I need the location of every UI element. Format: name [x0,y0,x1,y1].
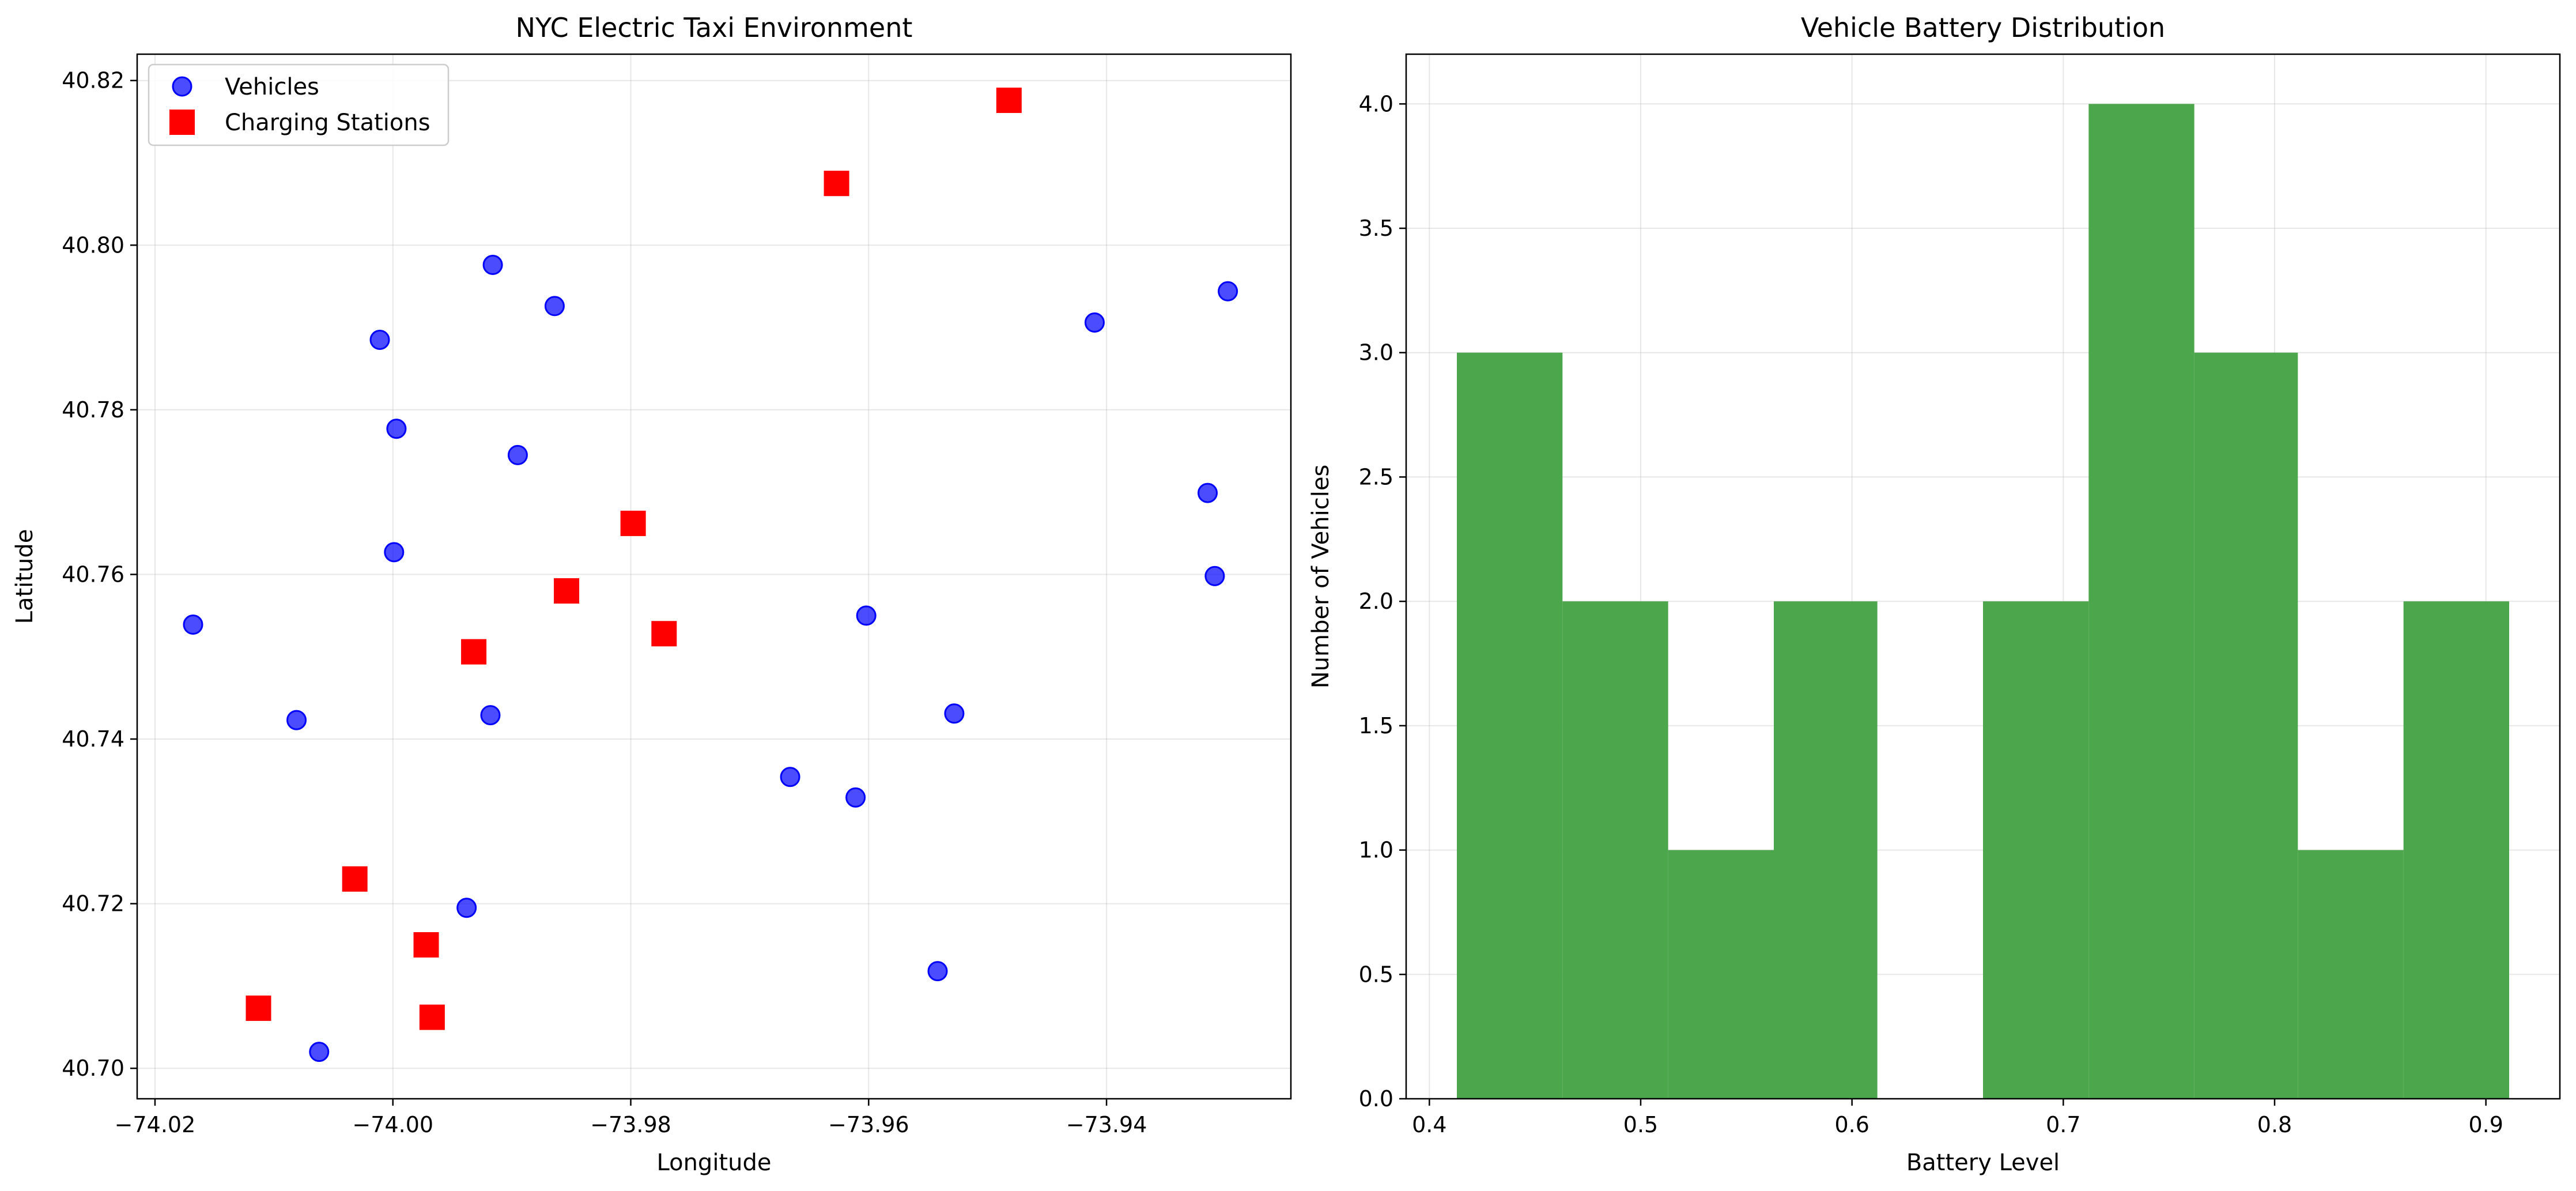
histogram-bar-8 [2298,850,2404,1099]
histogram-y-tick-label-5: 2.5 [1359,464,1393,489]
histogram-y-tick-label-6: 3.0 [1359,340,1393,365]
scatter-x-tick-label-0: −74.02 [115,1112,196,1137]
charging-station-point-2 [413,932,439,958]
scatter-y-axis-label: Latitude [12,529,38,624]
histogram-bar-9 [2403,601,2509,1099]
histogram-bar-5 [1983,601,2089,1099]
vehicle-point-13 [856,605,877,626]
vehicle-point-8 [480,705,501,726]
charging-station-point-8 [824,171,849,197]
vehicle-point-6 [482,255,503,276]
scatter-y-tick-label-5: 40.80 [62,232,124,258]
vehicle-point-18 [1204,566,1225,586]
scatter-x-axis-label: Longitude [657,1149,772,1176]
vehicle-point-11 [780,767,800,787]
vehicle-point-2 [309,1042,330,1062]
histogram-x-tick-label-4: 0.8 [2257,1112,2292,1137]
histogram-bar-7 [2194,352,2298,1099]
charging-station-point-1 [342,866,368,892]
scatter-x-tick-label-3: −73.96 [828,1112,909,1137]
scatter-y-tick-label-4: 40.78 [62,397,124,423]
charging-station-point-7 [651,621,677,647]
scatter-legend: Vehicles Charging Stations [148,63,450,146]
histogram-bar-2 [1668,850,1774,1099]
scatter-y-tick-label-6: 40.82 [62,68,124,93]
vehicle-point-10 [544,296,565,316]
charging-station-point-5 [554,578,580,604]
legend-charging-stations-label: Charging Stations [225,110,430,136]
scatter-points [183,87,1238,1062]
vehicle-point-12 [845,787,866,808]
charging-station-point-4 [461,639,487,665]
vehicle-point-19 [1218,281,1238,301]
scatter-chart-title: NYC Electric Taxi Environment [516,12,913,43]
scatter-x-tick-label-1: −74.00 [352,1112,433,1137]
vehicle-point-3 [369,329,390,350]
histogram-bar-1 [1562,601,1668,1099]
histogram-x-tick-label-2: 0.6 [1834,1112,1869,1137]
histogram-x-tick-label-5: 0.9 [2468,1112,2503,1137]
histogram-y-tick-label-2: 1.0 [1359,838,1393,863]
vehicle-point-5 [384,542,405,563]
histogram-bar-3 [1774,601,1878,1099]
vehicle-point-4 [386,419,407,439]
histogram-chart: Vehicle Battery Distribution Battery Lev… [1308,12,2561,1176]
scatter-axes-frame [136,53,1292,1100]
scatter-y-tick-label-1: 40.72 [62,891,124,917]
histogram-x-tick-label-3: 0.7 [2046,1112,2080,1137]
vehicle-point-0 [183,615,203,635]
histogram-y-tick-label-4: 2.0 [1359,589,1393,614]
histogram-bar-6 [2088,104,2194,1099]
legend-box [148,63,450,146]
legend-vehicles-marker [172,76,192,97]
scatter-x-tick-label-4: −73.94 [1066,1112,1147,1137]
histogram-y-tick-label-8: 4.0 [1359,91,1393,116]
scatter-y-tick-label-3: 40.76 [62,561,124,587]
scatter-y-tick-label-2: 40.74 [62,726,124,752]
charging-station-point-3 [419,1004,445,1030]
vehicle-point-1 [286,710,307,730]
histogram-bars [1457,104,2509,1099]
histogram-axes-frame [1405,53,2561,1100]
charging-station-point-0 [245,995,271,1021]
vehicle-point-16 [1084,312,1105,333]
vehicle-point-14 [944,703,965,724]
scatter-y-tick-label-0: 40.70 [62,1056,124,1081]
histogram-chart-title: Vehicle Battery Distribution [1801,12,2165,43]
histogram-bar-0 [1457,352,1563,1099]
histogram-x-tick-label-1: 0.5 [1623,1112,1658,1137]
scatter-grid [137,54,1291,1099]
legend-charging-stations-marker [169,110,195,135]
histogram-y-tick-label-7: 3.5 [1359,216,1393,241]
legend-vehicles-label: Vehicles [225,74,319,100]
vehicle-point-7 [507,444,528,465]
vehicle-point-15 [927,961,948,982]
histogram-y-axis-label: Number of Vehicles [1308,465,1334,689]
histogram-y-tick-label-3: 1.5 [1359,713,1393,738]
histogram-y-tick-label-0: 0.0 [1359,1086,1393,1111]
charging-station-point-9 [996,87,1022,113]
scatter-chart: NYC Electric Taxi Environment Longitude … [12,12,1292,1176]
histogram-x-axis-label: Battery Level [1906,1149,2060,1176]
vehicle-point-9 [456,898,477,918]
charging-station-point-6 [620,510,646,536]
scatter-x-tick-label-2: −73.98 [590,1112,671,1137]
histogram-y-tick-label-1: 0.5 [1359,962,1393,987]
histogram-x-tick-label-0: 0.4 [1412,1112,1446,1137]
vehicle-point-17 [1198,483,1218,503]
